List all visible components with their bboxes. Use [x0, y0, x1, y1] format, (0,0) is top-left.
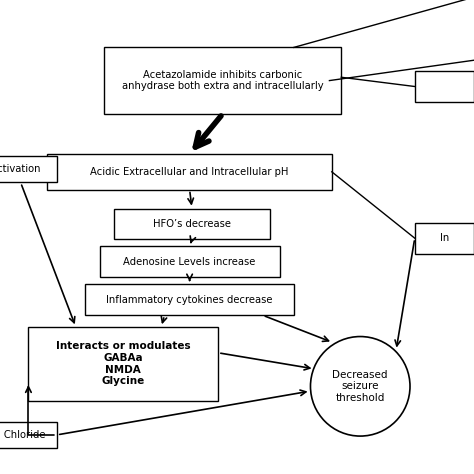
FancyBboxPatch shape — [0, 422, 57, 448]
FancyBboxPatch shape — [0, 156, 57, 182]
Text: Inflammatory cytokines decrease: Inflammatory cytokines decrease — [106, 295, 273, 305]
Text: HFO’s decrease: HFO’s decrease — [153, 219, 231, 229]
FancyBboxPatch shape — [47, 154, 332, 190]
FancyBboxPatch shape — [114, 209, 270, 239]
Text: Decreased
seizure
threshold: Decreased seizure threshold — [332, 370, 388, 403]
FancyBboxPatch shape — [415, 71, 474, 102]
Text: activation: activation — [0, 164, 41, 174]
Text: Acidic Extracellular and Intracellular pH: Acidic Extracellular and Intracellular p… — [91, 167, 289, 177]
FancyBboxPatch shape — [415, 223, 474, 254]
Text: Interacts or modulates
GABAa
NMDA
Glycine: Interacts or modulates GABAa NMDA Glycin… — [56, 341, 191, 386]
Text: In: In — [440, 233, 449, 243]
Text: Acetazolamide inhibits carbonic
anhydrase both extra and intracellularly: Acetazolamide inhibits carbonic anhydras… — [122, 70, 324, 91]
FancyBboxPatch shape — [28, 327, 218, 401]
Text: Adenosine Levels increase: Adenosine Levels increase — [123, 257, 256, 267]
FancyBboxPatch shape — [104, 47, 341, 114]
Text: nd Chloride: nd Chloride — [0, 430, 46, 440]
FancyBboxPatch shape — [100, 246, 280, 277]
FancyBboxPatch shape — [85, 284, 294, 315]
